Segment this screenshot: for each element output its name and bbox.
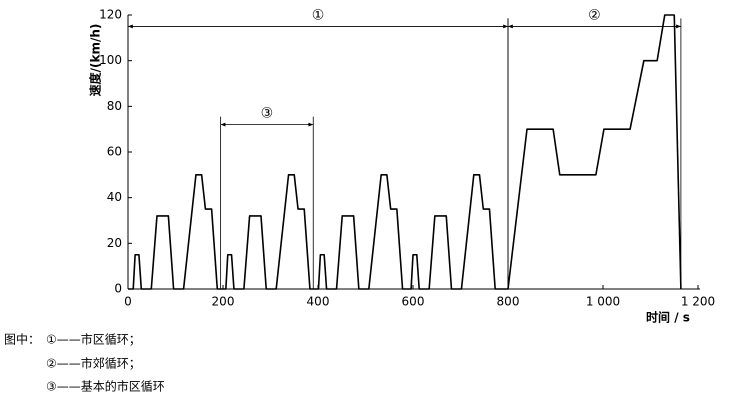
x-tick-label: 1 000 xyxy=(586,295,620,309)
x-tick-label: 200 xyxy=(212,295,235,309)
y-tick-label: 80 xyxy=(107,99,122,113)
caption-item: ①——市区循环； xyxy=(46,332,141,347)
x-tick-label: 800 xyxy=(497,295,520,309)
x-tick-label: 600 xyxy=(402,295,425,309)
x-tick-label: 1 200 xyxy=(681,295,715,309)
caption-item: ③——基本的市区循环 xyxy=(46,379,165,394)
x-tick-label: 0 xyxy=(124,295,132,309)
y-axis-label: 速度/(km/h) xyxy=(88,24,103,97)
x-axis-label: 时间 / s xyxy=(646,310,690,325)
x-tick-label: 400 xyxy=(307,295,330,309)
speed-line xyxy=(128,14,682,290)
caption-item: ②——市郊循环； xyxy=(46,356,141,371)
y-tick-label: 60 xyxy=(107,145,122,159)
span-label: ③ xyxy=(261,106,274,122)
caption-prefix: 图中： xyxy=(4,332,40,347)
y-tick-label: 0 xyxy=(114,282,122,296)
y-tick-label: 120 xyxy=(99,8,122,22)
y-tick-label: 20 xyxy=(107,236,122,250)
y-tick-label: 40 xyxy=(107,190,122,204)
y-tick-label: 100 xyxy=(99,53,122,67)
span-label: ① xyxy=(312,7,325,23)
span-label: ② xyxy=(588,7,601,23)
